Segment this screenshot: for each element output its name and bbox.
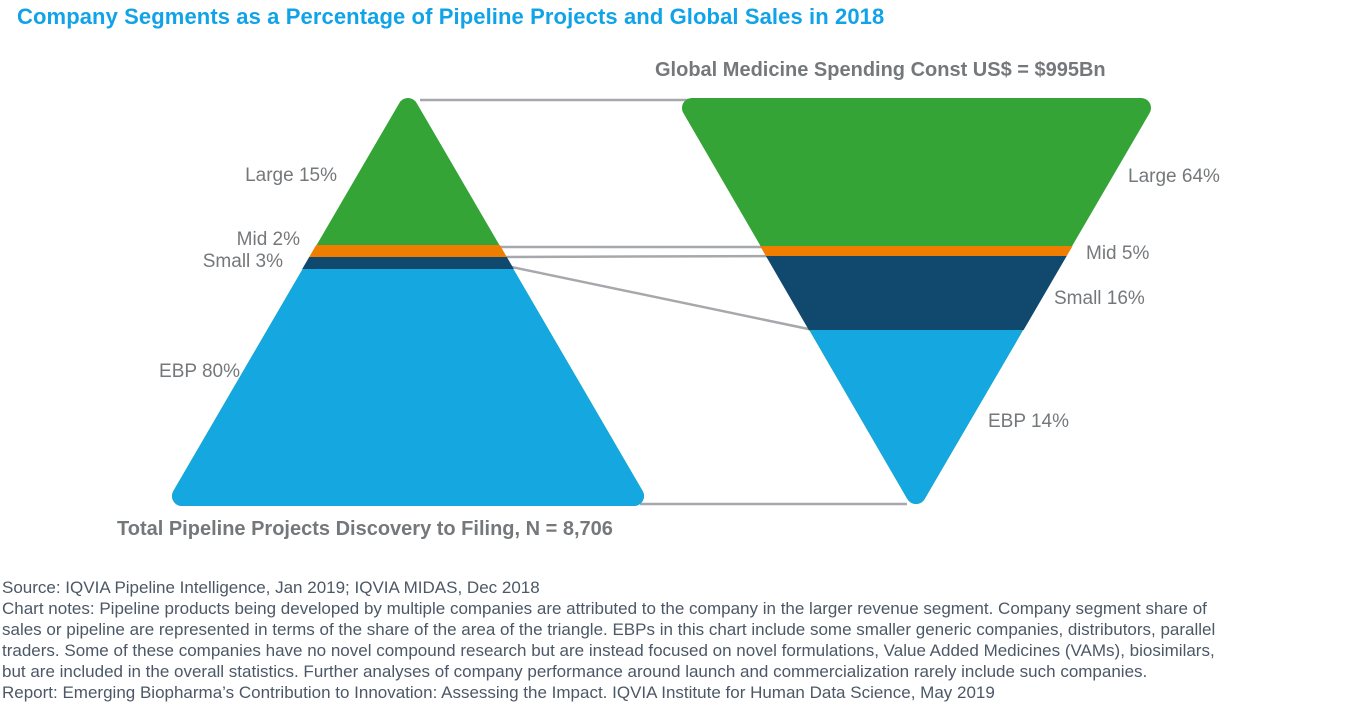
chart-notes-line-3: traders. Some of these companies have no… (2, 641, 1215, 660)
footnotes: Source: IQVIA Pipeline Intelligence, Jan… (2, 577, 1350, 703)
spending-label-large: Large 64% (1128, 166, 1220, 187)
page-title: Company Segments as a Percentage of Pipe… (17, 4, 885, 29)
pipeline-label-mid: Mid 2% (236, 229, 300, 250)
connector-mid-lower-line (495, 254, 782, 259)
chart-notes-line-1: Chart notes: Pipeline products being dev… (2, 599, 1207, 618)
pipeline-segment-mid (309, 245, 507, 257)
source-line: Source: IQVIA Pipeline Intelligence, Jan… (2, 578, 540, 597)
spending-segment-mid (760, 246, 1073, 256)
pipeline-triangle (172, 98, 644, 506)
spending-segment-small (765, 256, 1067, 330)
spending-caption: Global Medicine Spending Const US$ = $99… (655, 59, 1106, 81)
spending-triangle (682, 98, 1151, 504)
spending-label-small: Small 16% (1054, 288, 1145, 309)
pipeline-segment-ebp (172, 259, 644, 506)
chart-notes-line-2: sales or pipeline are represented in ter… (2, 620, 1216, 639)
spending-label-ebp: EBP 14% (988, 411, 1069, 432)
connector-small-diagonal-line (501, 263, 819, 333)
connector-lines (420, 98, 907, 506)
spending-label-mid: Mid 5% (1086, 243, 1150, 264)
report-line: Report: Emerging Biopharma’s Contributio… (2, 683, 995, 702)
pipeline-caption: Total Pipeline Projects Discovery to Fil… (117, 518, 613, 540)
pipeline-label-ebp: EBP 80% (159, 361, 240, 382)
pipeline-label-large: Large 15% (245, 165, 337, 186)
chart-notes-line-4: but are included in the overall statisti… (2, 662, 1148, 681)
pipeline-label-small: Small 3% (202, 251, 283, 272)
pipeline-segment-small (302, 257, 514, 269)
spending-segment-ebp (810, 320, 1022, 504)
